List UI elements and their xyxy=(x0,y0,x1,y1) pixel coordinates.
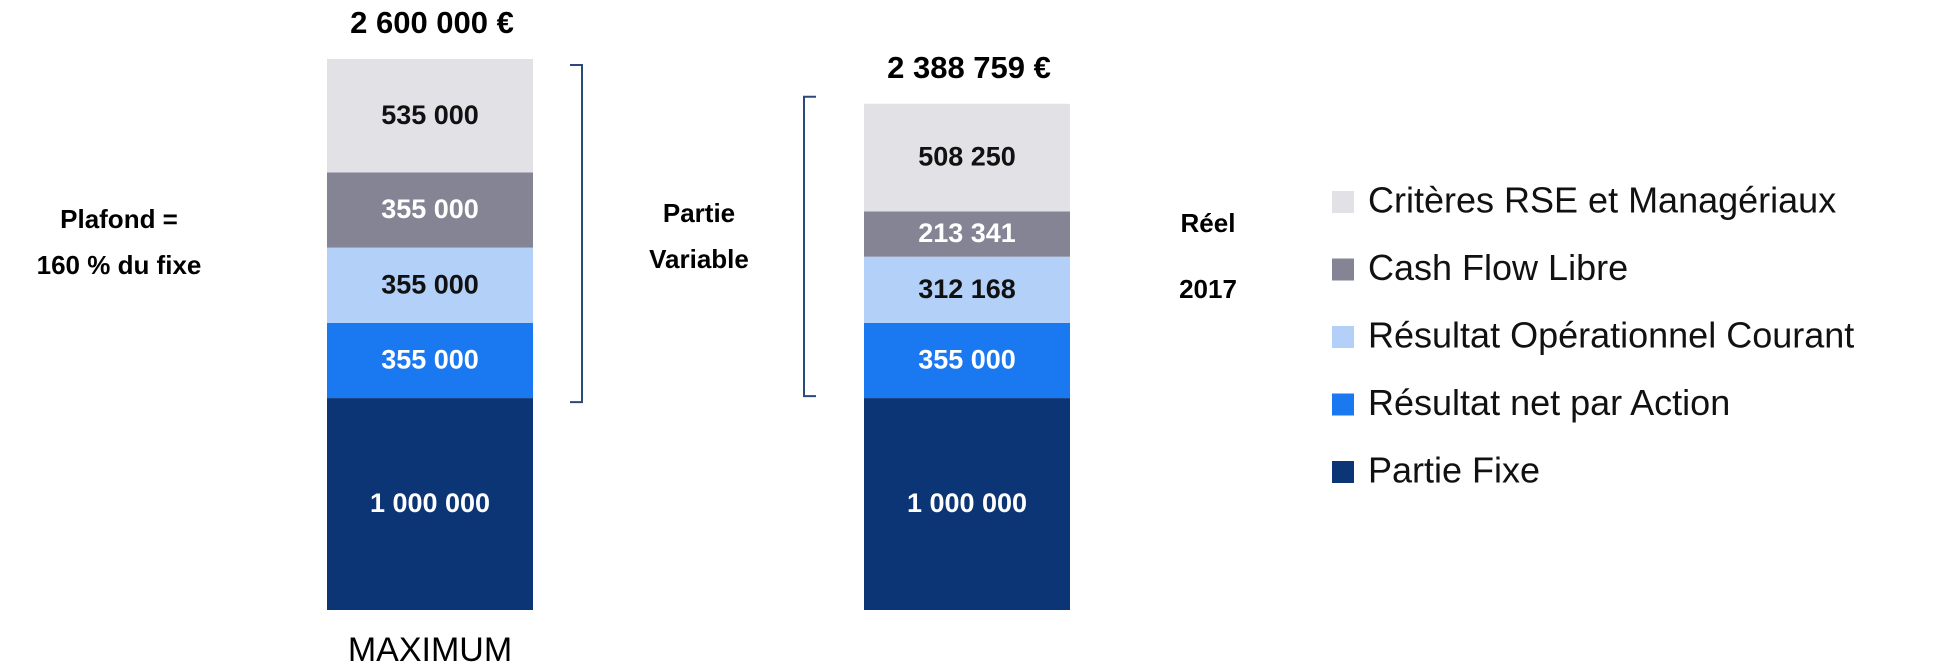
bar-segment xyxy=(864,398,1070,610)
annotation: Partie xyxy=(663,198,735,228)
bar-segment xyxy=(864,211,1070,257)
value-label: 213 341 xyxy=(918,218,1016,248)
annotation: Variable xyxy=(649,244,749,274)
legend-swatch xyxy=(1332,191,1354,213)
legend-label: Résultat Opérationnel Courant xyxy=(1368,315,1854,356)
bracket xyxy=(803,95,816,398)
annotation: Plafond = xyxy=(60,204,178,234)
value-label: 508 250 xyxy=(918,142,1016,172)
value-label: 312 168 xyxy=(918,274,1016,304)
annotation: 2017 xyxy=(1179,274,1237,304)
value-label: 1 000 000 xyxy=(907,488,1027,518)
bar-segment xyxy=(864,322,1070,399)
legend-label: Cash Flow Libre xyxy=(1368,247,1628,288)
value-label: 535 000 xyxy=(381,100,479,130)
total-label: 2 600 000 € xyxy=(350,5,514,40)
annotation: 160 % du fixe xyxy=(37,250,202,280)
legend-swatch xyxy=(1332,461,1354,483)
value-label: 355 000 xyxy=(918,345,1016,375)
legend-swatch xyxy=(1332,326,1354,348)
category-label: MAXIMUM xyxy=(348,631,512,668)
bar-segment xyxy=(327,247,533,323)
bar-segment xyxy=(327,398,533,610)
bar-segment xyxy=(327,322,533,399)
bar-segment xyxy=(327,172,533,248)
legend-swatch xyxy=(1332,258,1354,281)
legend-swatch xyxy=(1332,393,1354,416)
bar-segment xyxy=(327,59,533,173)
legend-label: Critères RSE et Managériaux xyxy=(1368,180,1836,221)
value-label: 355 000 xyxy=(381,194,479,224)
legend-label: Partie Fixe xyxy=(1368,450,1540,491)
legend-label: Résultat net par Action xyxy=(1368,382,1730,423)
value-label: 355 000 xyxy=(381,345,479,375)
bar-segment xyxy=(864,103,1070,212)
annotation: Réel xyxy=(1181,208,1236,238)
value-label: 1 000 000 xyxy=(370,488,490,518)
bar-segment xyxy=(864,256,1070,323)
total-label: 2 388 759 € xyxy=(887,50,1051,85)
bracket xyxy=(570,64,583,404)
value-label: 355 000 xyxy=(381,269,479,299)
